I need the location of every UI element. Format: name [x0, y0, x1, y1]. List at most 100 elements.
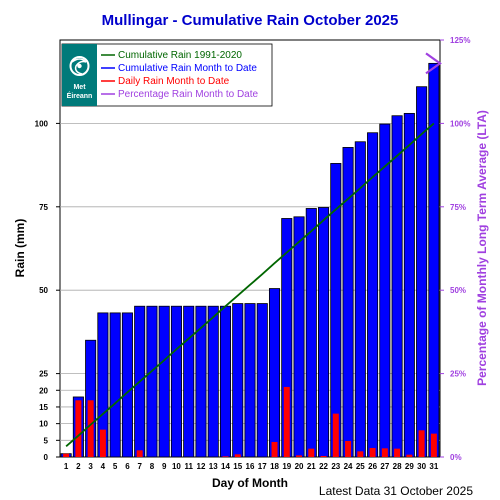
x-tick-label: 13: [209, 462, 218, 471]
x-tick-label: 18: [270, 462, 279, 471]
logo-line2: Éireann: [67, 91, 93, 100]
daily-bar: [234, 454, 241, 457]
x-axis-label: Day of Month: [212, 476, 288, 490]
x-tick-label: 25: [356, 462, 365, 471]
daily-bar: [332, 413, 339, 457]
daily-bar: [308, 448, 315, 457]
percentage-marker-chevron: [425, 52, 442, 75]
y-tick-label: 75: [39, 203, 48, 212]
x-tick-label: 6: [125, 462, 130, 471]
cumulative-bar: [379, 123, 391, 458]
legend-label: Cumulative Rain Month to Date: [118, 63, 257, 74]
y-tick-label: 10: [39, 420, 48, 429]
y2-tick-label: 25%: [450, 370, 466, 379]
cumulative-bar: [305, 208, 317, 458]
cumulative-bar: [403, 112, 415, 458]
cumulative-bar: [170, 305, 182, 458]
x-tick-label: 7: [137, 462, 142, 471]
daily-bar: [136, 450, 143, 457]
x-tick-label: 31: [429, 462, 438, 471]
x-axis-ticks: 1 2 3 4 5 6 7 8 9 10 11 12 13 14 15 16 17 18 19 20 21 22 23 24 2…: [64, 462, 439, 471]
x-tick-label: 15: [233, 462, 242, 471]
daily-bar: [63, 453, 70, 457]
y-tick-label: 15: [39, 403, 48, 412]
y-tick-label: 100: [35, 119, 49, 128]
x-tick-label: 1: [64, 462, 69, 471]
chart-title: Mullingar - Cumulative Rain October 2025: [102, 12, 399, 29]
x-tick-label: 23: [331, 462, 340, 471]
y-tick-label: 5: [44, 436, 49, 445]
y2-tick-label: 0%: [450, 453, 462, 462]
y2-tick-label: 125%: [450, 36, 470, 45]
daily-bar: [430, 433, 437, 457]
y-axis-ticks: 0 5 10 15 20 25 50 75 100: [35, 119, 60, 462]
percentage-marker: [425, 52, 442, 75]
logo-line1: Met: [73, 84, 86, 91]
x-tick-label: 11: [184, 462, 193, 471]
x-tick-label: 22: [319, 462, 328, 471]
x-tick-label: 8: [150, 462, 155, 471]
cumulative-bars: [60, 62, 440, 458]
daily-bar: [381, 448, 388, 457]
y-tick-label: 50: [39, 286, 48, 295]
y2-axis-label: Percentage of Monthly Long Term Average …: [475, 110, 489, 386]
cumulative-bar: [318, 207, 330, 458]
x-tick-label: 24: [344, 462, 353, 471]
y2-tick-label: 50%: [450, 286, 466, 295]
cumulative-bar: [232, 303, 244, 458]
daily-bar: [394, 448, 401, 457]
x-tick-label: 14: [221, 462, 230, 471]
latest-data-footer: Latest Data 31 October 2025: [319, 484, 473, 498]
cumulative-bar: [109, 312, 121, 458]
x-tick-label: 26: [368, 462, 377, 471]
cumulative-bar: [158, 305, 170, 458]
daily-bar: [418, 430, 425, 457]
daily-bar: [296, 455, 303, 457]
daily-bar: [357, 451, 364, 457]
daily-bar: [406, 454, 413, 457]
x-tick-label: 27: [380, 462, 389, 471]
x-tick-label: 10: [172, 462, 181, 471]
y2-tick-label: 75%: [450, 203, 466, 212]
x-tick-label: 21: [307, 462, 316, 471]
cumulative-bar: [416, 86, 428, 458]
y-tick-label: 25: [39, 370, 48, 379]
daily-bar: [87, 400, 94, 457]
x-tick-label: 12: [197, 462, 206, 471]
lta-line: [65, 122, 435, 448]
daily-bar: [99, 429, 106, 457]
cumulative-bar: [256, 303, 268, 458]
cumulative-bar: [428, 62, 440, 458]
cumulative-bar: [342, 147, 354, 458]
daily-bar: [222, 456, 229, 457]
x-tick-label: 4: [101, 462, 106, 471]
y-tick-label: 0: [44, 453, 49, 462]
legend-label: Cumulative Rain 1991-2020: [118, 50, 242, 61]
daily-bar: [283, 386, 290, 457]
cumulative-bar: [207, 305, 219, 458]
y2-tick-label: 100%: [450, 119, 470, 128]
cumulative-bar: [293, 216, 305, 458]
cumulative-bar: [146, 305, 158, 458]
cumulative-bar: [121, 312, 133, 458]
cumulative-bar: [268, 288, 281, 458]
x-tick-label: 20: [295, 462, 304, 471]
legend-label: Percentage Rain Month to Date: [118, 89, 259, 100]
legend-label: Daily Rain Month to Date: [118, 76, 230, 87]
x-tick-label: 9: [162, 462, 167, 471]
daily-bar: [345, 440, 352, 457]
cumulative-bar: [244, 303, 256, 458]
x-tick-label: 3: [88, 462, 93, 471]
x-tick-label: 16: [246, 462, 255, 471]
lta-line-path: [65, 122, 435, 448]
x-tick-label: 28: [393, 462, 402, 471]
x-tick-label: 5: [113, 462, 118, 471]
cumulative-bar: [183, 305, 195, 458]
cumulative-bar: [391, 115, 403, 458]
x-tick-label: 2: [76, 462, 81, 471]
x-tick-label: 29: [405, 462, 414, 471]
y-axis-label: Rain (mm): [13, 219, 27, 278]
cumulative-bar: [219, 305, 232, 458]
daily-bar: [271, 441, 278, 457]
